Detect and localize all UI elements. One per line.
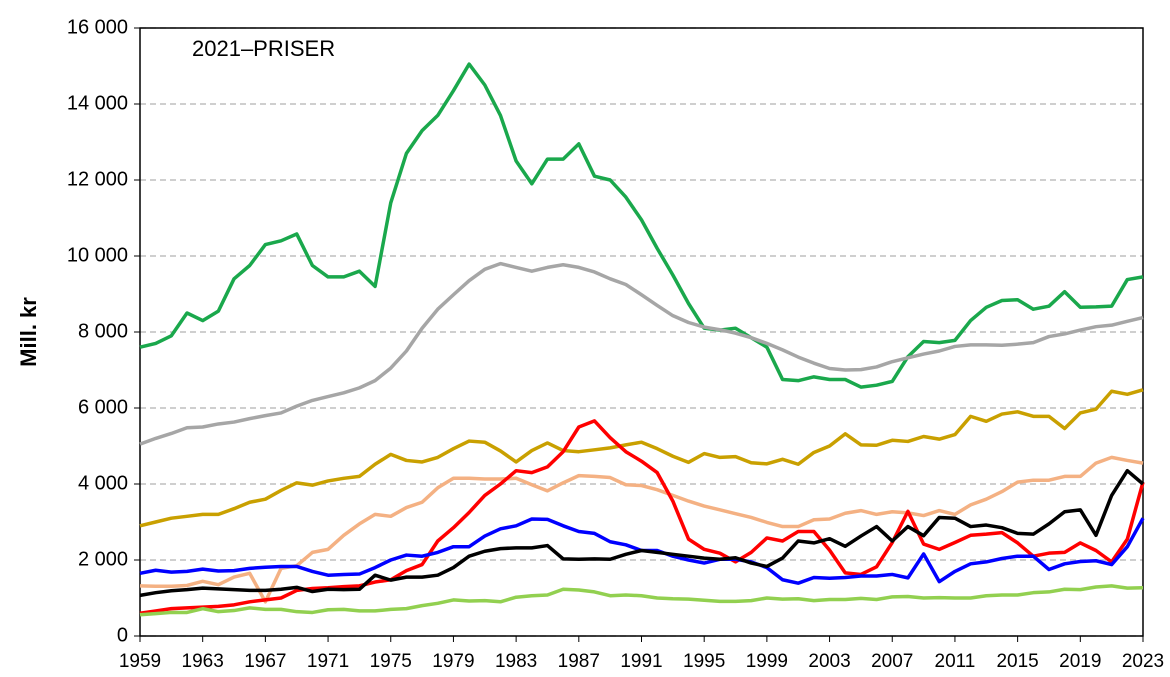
x-tick-label: 2003 xyxy=(808,651,850,672)
y-tick-label: 8 000 xyxy=(78,320,128,342)
y-tick-label: 14 000 xyxy=(67,92,128,114)
x-tick-label: 1987 xyxy=(558,651,600,672)
x-tick-label: 2023 xyxy=(1122,651,1164,672)
annotation: 2021–PRISER xyxy=(192,36,335,61)
x-tick-label: 1979 xyxy=(432,651,474,672)
y-tick-label: 2 000 xyxy=(78,548,128,570)
y-tick-label: 12 000 xyxy=(67,168,128,190)
y-tick-label: 4 000 xyxy=(78,472,128,494)
x-tick-label: 1999 xyxy=(746,651,788,672)
series-line xyxy=(139,62,1144,389)
x-tick-label: 2019 xyxy=(1059,651,1101,672)
y-tick-label: 10 000 xyxy=(67,244,128,266)
series-line xyxy=(139,261,1144,446)
x-tick-label: 1959 xyxy=(119,651,161,672)
x-tick-label: 2007 xyxy=(871,651,913,672)
x-tick-label: 1995 xyxy=(683,651,725,672)
series-line xyxy=(139,419,1145,615)
series-line xyxy=(139,468,1145,598)
y-tick-label: 0 xyxy=(117,624,128,646)
x-tick-label: 2011 xyxy=(935,651,976,672)
y-tick-label: 6 000 xyxy=(78,396,128,418)
series-line xyxy=(139,455,1144,604)
series-line xyxy=(139,388,1144,528)
y-axis-label: Mill. kr xyxy=(16,297,41,367)
x-tick-label: 1975 xyxy=(370,651,412,672)
plot-border xyxy=(139,27,1144,637)
x-tick-label: 1963 xyxy=(182,651,224,672)
x-tick-label: 1971 xyxy=(307,651,349,672)
x-tick-label: 1991 xyxy=(620,651,662,672)
y-tick-label: 16 000 xyxy=(67,16,128,38)
x-tick-label: 2015 xyxy=(996,651,1038,672)
x-tick-label: 1983 xyxy=(495,651,537,672)
x-tick-label: 1967 xyxy=(244,651,286,672)
series-line xyxy=(139,584,1144,617)
